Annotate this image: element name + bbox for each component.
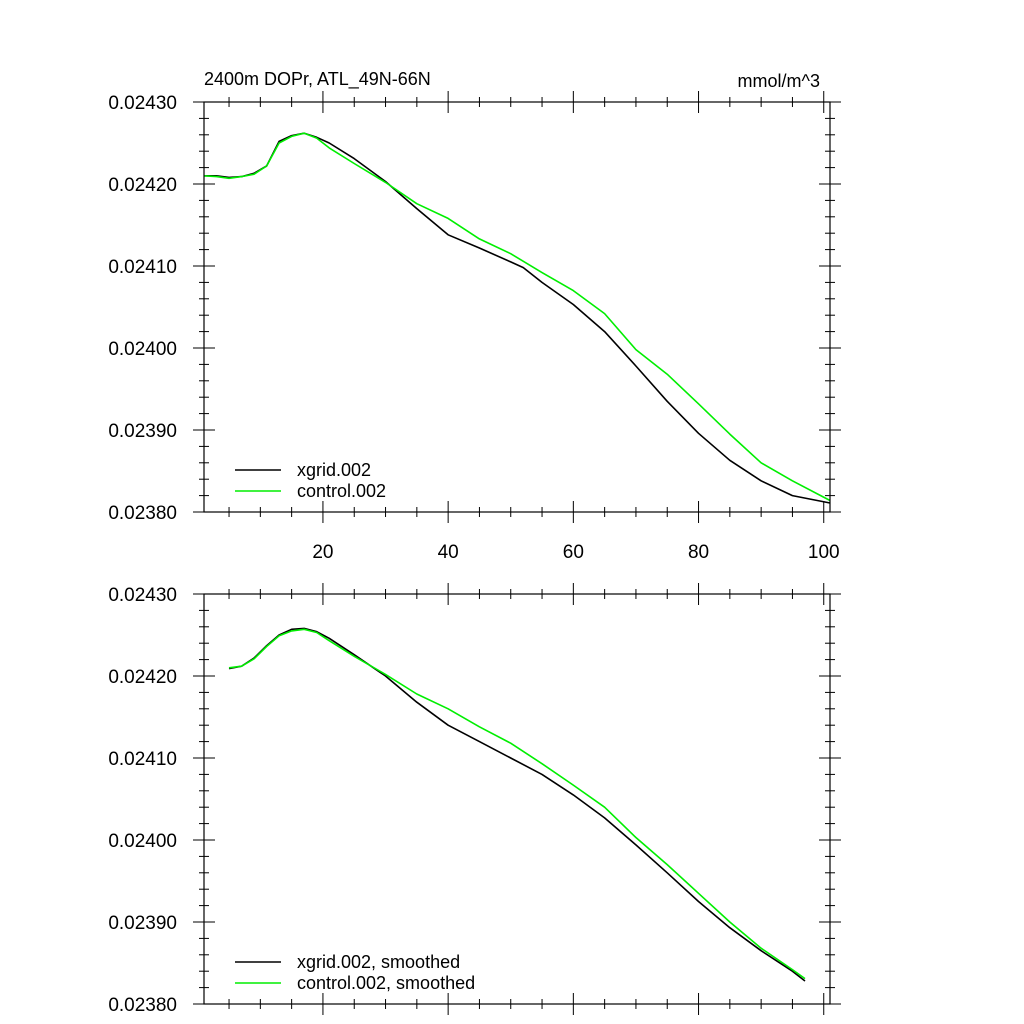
y-tick-label: 0.02390 xyxy=(108,913,177,934)
legend-label-0: xgrid.002 xyxy=(297,460,371,480)
top-panel: 2400m DOPr, ATL_49N-66N mmol/m^3 0.02380… xyxy=(108,69,841,563)
y-tick-label: 0.02400 xyxy=(108,339,177,360)
series-line-1 xyxy=(228,628,806,980)
y-tick-label: 0.02420 xyxy=(108,667,177,688)
legend-label-1: control.002, smoothed xyxy=(297,973,475,993)
y-tick-label: 0.02380 xyxy=(108,503,177,524)
y-tick-label: 0.02410 xyxy=(108,749,177,770)
top-panel-ticks: 0.02380 0.02390 0.02400 0.02410 0.02420 0.024… xyxy=(108,91,841,563)
y-tick-label: 0.02410 xyxy=(108,257,177,278)
x-tick-label: 20 xyxy=(312,542,333,563)
bottom-panel: 0.02380 0.02390 0.02400 0.02410 0.02420 0.024… xyxy=(108,583,841,1016)
x-tick-label: 80 xyxy=(688,542,709,563)
x-tick-label: 40 xyxy=(438,542,459,563)
series-line-0 xyxy=(228,627,806,982)
top-panel-frame xyxy=(203,101,831,513)
top-panel-series xyxy=(203,132,831,504)
series-line-1 xyxy=(203,132,831,502)
x-tick-label: 60 xyxy=(563,542,584,563)
y-tick-label: 0.02430 xyxy=(108,585,177,606)
bottom-panel-frame xyxy=(203,593,831,1005)
y-tick-label: 0.02380 xyxy=(108,995,177,1016)
y-tick-label: 0.02420 xyxy=(108,175,177,196)
top-panel-title: 2400m DOPr, ATL_49N-66N xyxy=(204,69,431,90)
top-panel-units: mmol/m^3 xyxy=(738,71,820,91)
y-tick-label: 0.02390 xyxy=(108,421,177,442)
y-tick-label: 0.02400 xyxy=(108,831,177,852)
bottom-panel-series xyxy=(228,627,806,982)
legend-label-1: control.002 xyxy=(297,481,386,501)
bottom-panel-ticks: 0.02380 0.02390 0.02400 0.02410 0.02420 0.024… xyxy=(108,583,841,1016)
series-line-0 xyxy=(204,132,831,504)
y-tick-label: 0.02430 xyxy=(108,93,177,114)
x-tick-label: 100 xyxy=(808,542,840,563)
legend-label-0: xgrid.002, smoothed xyxy=(297,952,460,972)
